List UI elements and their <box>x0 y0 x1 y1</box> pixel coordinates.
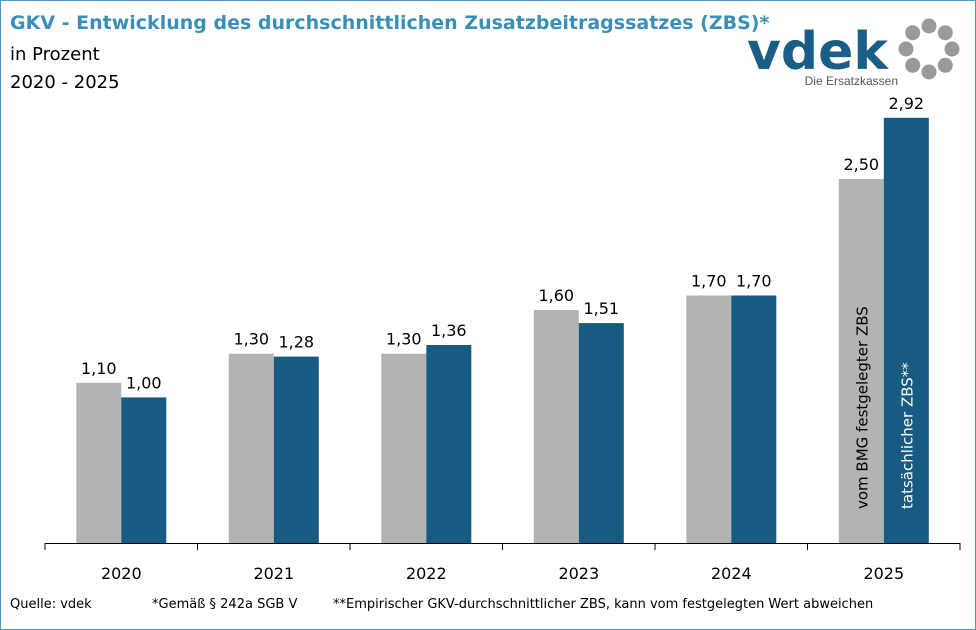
bar-actual-2024 <box>731 295 777 543</box>
bar-actual-2020 <box>121 397 167 543</box>
bar-actual-2022 <box>426 345 472 543</box>
data-label-set-2020: 1,10 <box>81 359 117 378</box>
data-label-actual-2022: 1,36 <box>431 321 467 340</box>
bar-actual-2025 <box>883 117 929 544</box>
x-tick-label-2025: 2025 <box>863 564 904 583</box>
logo-dots-icon <box>898 18 960 80</box>
x-tick-label-2023: 2023 <box>558 564 599 583</box>
bar-set-2023 <box>533 310 579 543</box>
bar-actual-2023 <box>578 323 624 543</box>
logo-tagline: Die Ersatzkassen <box>805 74 898 88</box>
chart-subtitle: in Prozent <box>10 44 100 65</box>
logo-dot <box>905 57 921 73</box>
vdek-logo: vdek Die Ersatzkassen <box>747 18 960 88</box>
data-label-set-2025: 2,50 <box>843 155 879 174</box>
footer-source: Quelle: vdek <box>10 597 92 612</box>
bar-set-2022 <box>381 353 427 543</box>
data-label-set-2022: 1,30 <box>386 330 422 349</box>
logo-dot <box>937 57 953 73</box>
series-label-actual: tatsächlicher ZBS** <box>898 362 916 509</box>
logo-dot <box>944 41 960 57</box>
footer-note-1: *Gemäß § 242a SGB V <box>152 597 298 612</box>
data-label-actual-2021: 1,28 <box>278 333 314 352</box>
logo-dot <box>905 25 921 41</box>
logo-dot <box>921 64 937 80</box>
x-tick-label-2024: 2024 <box>711 564 752 583</box>
data-label-actual-2024: 1,70 <box>736 272 772 291</box>
chart-title: GKV - Entwicklung des durchschnittlichen… <box>10 12 770 34</box>
logo-dot <box>898 41 914 57</box>
bar-set-2024 <box>686 295 732 543</box>
bar-set-2021 <box>228 353 274 543</box>
bar-set-2020 <box>76 382 122 543</box>
bar-set-2025 <box>838 179 884 543</box>
x-tick-label-2021: 2021 <box>253 564 294 583</box>
x-tick-label-2022: 2022 <box>406 564 447 583</box>
logo-dot <box>921 18 937 34</box>
footer-note-2: **Empirischer GKV-durchschnittlicher ZBS… <box>333 597 874 612</box>
data-label-actual-2020: 1,00 <box>126 373 162 392</box>
data-label-set-2024: 1,70 <box>691 272 727 291</box>
logo-wordmark: vdek <box>747 22 889 82</box>
logo-dot <box>937 25 953 41</box>
data-label-set-2021: 1,30 <box>233 330 269 349</box>
chart-period: 2020 - 2025 <box>10 72 120 93</box>
data-label-actual-2023: 1,51 <box>583 299 619 318</box>
data-label-set-2023: 1,60 <box>538 286 574 305</box>
series-label-set: vom BMG festgelegter ZBS <box>853 306 871 509</box>
data-label-actual-2025: 2,92 <box>888 94 924 113</box>
bar-actual-2021 <box>273 356 319 543</box>
x-tick-label-2020: 2020 <box>101 564 142 583</box>
